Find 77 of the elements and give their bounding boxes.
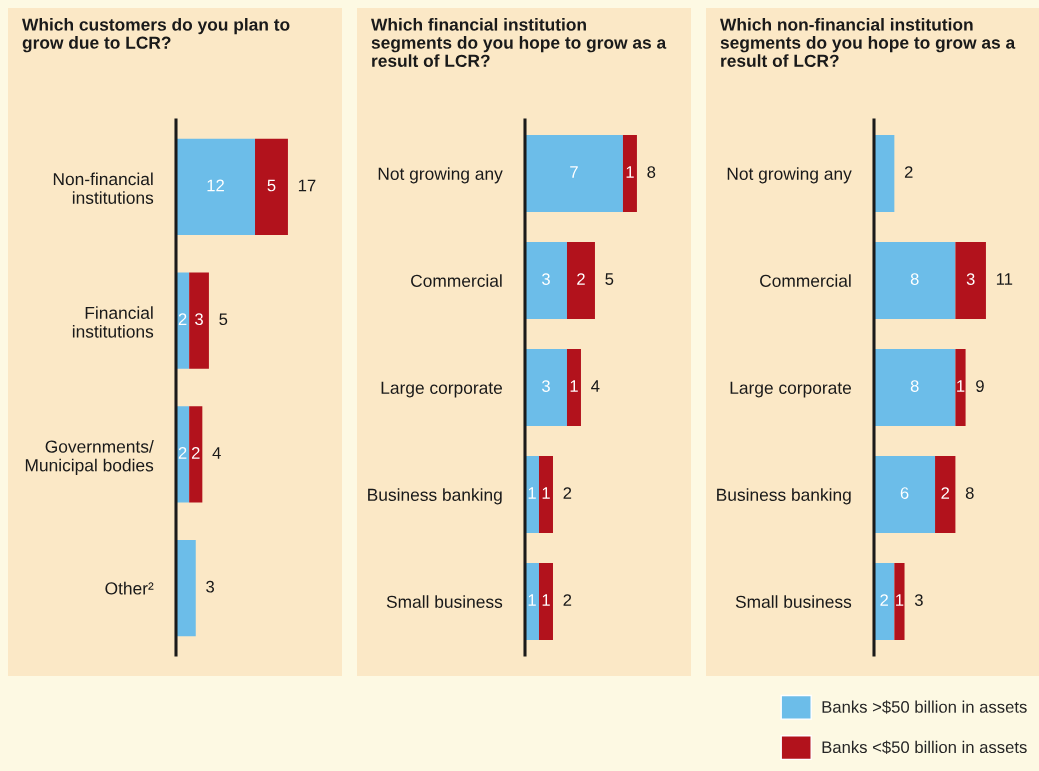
bar <box>525 241 567 320</box>
bar <box>566 241 595 320</box>
bar <box>255 138 288 236</box>
data-label: 8 <box>910 380 919 392</box>
y-tick-label: Other² <box>105 581 154 595</box>
total-label: 5 <box>605 273 614 285</box>
data-label: 1 <box>528 487 536 499</box>
total-label: 17 <box>298 179 316 192</box>
y-tick-label: Not growing any <box>378 167 503 184</box>
total-label: 3 <box>914 594 923 606</box>
data-label: 2 <box>880 594 888 606</box>
y-tick-label: Business banking <box>717 488 851 505</box>
total-label: 2 <box>563 487 572 499</box>
data-label: 1 <box>542 594 550 606</box>
bar <box>538 562 553 641</box>
data-label: 3 <box>541 273 550 285</box>
y-tick-label: Small business <box>386 595 503 608</box>
bar <box>176 138 256 236</box>
chart-title: Which customers do you plan to grow due to LCR? <box>22 18 290 53</box>
data-label: 2 <box>178 447 187 459</box>
bar <box>894 562 905 641</box>
y-tick-label: Financial institutions <box>72 306 154 338</box>
data-label: 2 <box>577 273 585 285</box>
bar <box>622 134 637 213</box>
y-tick-label: Commercial <box>760 274 851 287</box>
total-label: 3 <box>206 580 215 593</box>
data-label: 2 <box>191 447 200 459</box>
total-label: 4 <box>591 380 600 392</box>
total-label: 4 <box>212 447 221 459</box>
data-label: 8 <box>910 273 919 285</box>
y-tick-label: Large corporate <box>381 381 503 398</box>
bar <box>955 348 966 427</box>
total-label: 2 <box>563 594 572 606</box>
total-label: 9 <box>976 380 984 392</box>
chart-title: Which financial institution segments do you hope to grow as a result of LCR? <box>371 18 667 67</box>
data-label: 3 <box>966 273 975 285</box>
bar <box>525 134 623 213</box>
bar <box>189 272 209 369</box>
y-tick-label: Small business <box>735 595 852 608</box>
y-tick-label: Governments/ Municipal bodies <box>25 439 154 475</box>
data-label: 7 <box>570 166 578 178</box>
data-label: 3 <box>541 380 550 392</box>
data-label: 6 <box>900 487 909 499</box>
data-label: 1 <box>957 380 965 392</box>
bar <box>525 348 567 427</box>
y-tick-label: Business banking <box>368 488 502 505</box>
data-label: 2 <box>178 313 187 325</box>
data-label: 5 <box>267 179 276 192</box>
data-label: 12 <box>207 179 224 192</box>
data-label: 1 <box>626 166 634 178</box>
total-label: 8 <box>965 487 974 499</box>
bar <box>566 348 581 427</box>
bar <box>189 406 203 503</box>
data-label: 2 <box>941 487 950 499</box>
y-tick-label: Non-financial institutions <box>53 172 154 204</box>
y-tick-label: Large corporate <box>730 381 852 398</box>
legend-label: Banks >$50 billion in assets <box>822 700 1027 714</box>
bar <box>935 455 956 534</box>
bar <box>874 241 956 320</box>
bar <box>874 455 936 534</box>
y-tick-label: Not growing any <box>727 167 852 184</box>
data-label: 1 <box>570 380 578 392</box>
y-tick-label: Commercial <box>411 274 502 287</box>
data-label: 1 <box>896 594 904 606</box>
total-label: 2 <box>904 166 913 178</box>
bar <box>955 241 986 320</box>
data-label: 3 <box>195 313 203 326</box>
data-label: 1 <box>542 487 550 499</box>
chart-title: Which non-financial institution segments do you hope to grow as a result of LCR? <box>720 18 1016 67</box>
total-label: 5 <box>219 313 228 326</box>
bar <box>176 539 196 637</box>
data-label: 1 <box>528 594 536 606</box>
bar <box>538 455 553 534</box>
bar <box>874 348 956 427</box>
legend-label: Banks <$50 billion in assets <box>822 740 1027 755</box>
total-label: 8 <box>647 166 656 178</box>
total-label: 11 <box>996 273 1013 285</box>
